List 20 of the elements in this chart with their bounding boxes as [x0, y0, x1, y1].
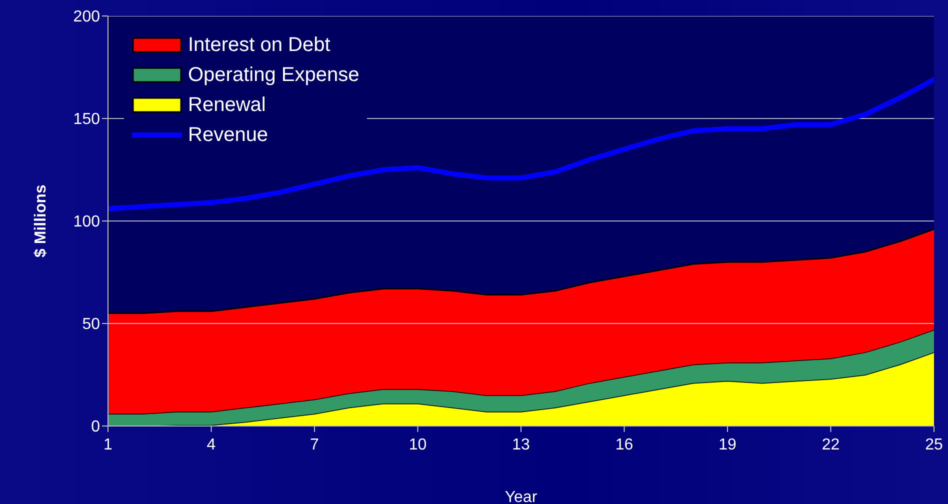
y-tick-label: 0: [91, 418, 100, 436]
legend-label: Revenue: [188, 123, 268, 148]
x-tick-label: 22: [822, 436, 840, 454]
x-tick-label: 1: [104, 436, 113, 454]
x-axis-title: Year: [504, 489, 538, 504]
x-tick-label: 7: [310, 436, 320, 454]
x-tick-label: 16: [615, 436, 634, 454]
x-tick-label: 19: [718, 436, 736, 454]
legend-label: Renewal: [188, 93, 266, 118]
y-tick-label: 100: [73, 214, 100, 231]
x-tick-label: 10: [408, 436, 427, 454]
y-tick-label: 50: [82, 316, 100, 334]
y-axis-title: $ Millions: [32, 184, 50, 258]
x-tick-label: 25: [925, 436, 943, 454]
legend-label: Interest on Debt: [188, 33, 330, 58]
y-tick-label: 150: [73, 111, 100, 128]
x-tick-label: 13: [512, 436, 530, 454]
x-tick-label: 4: [206, 436, 216, 454]
y-tick-label: 200: [73, 8, 100, 26]
legend-label: Operating Expense: [188, 63, 360, 88]
